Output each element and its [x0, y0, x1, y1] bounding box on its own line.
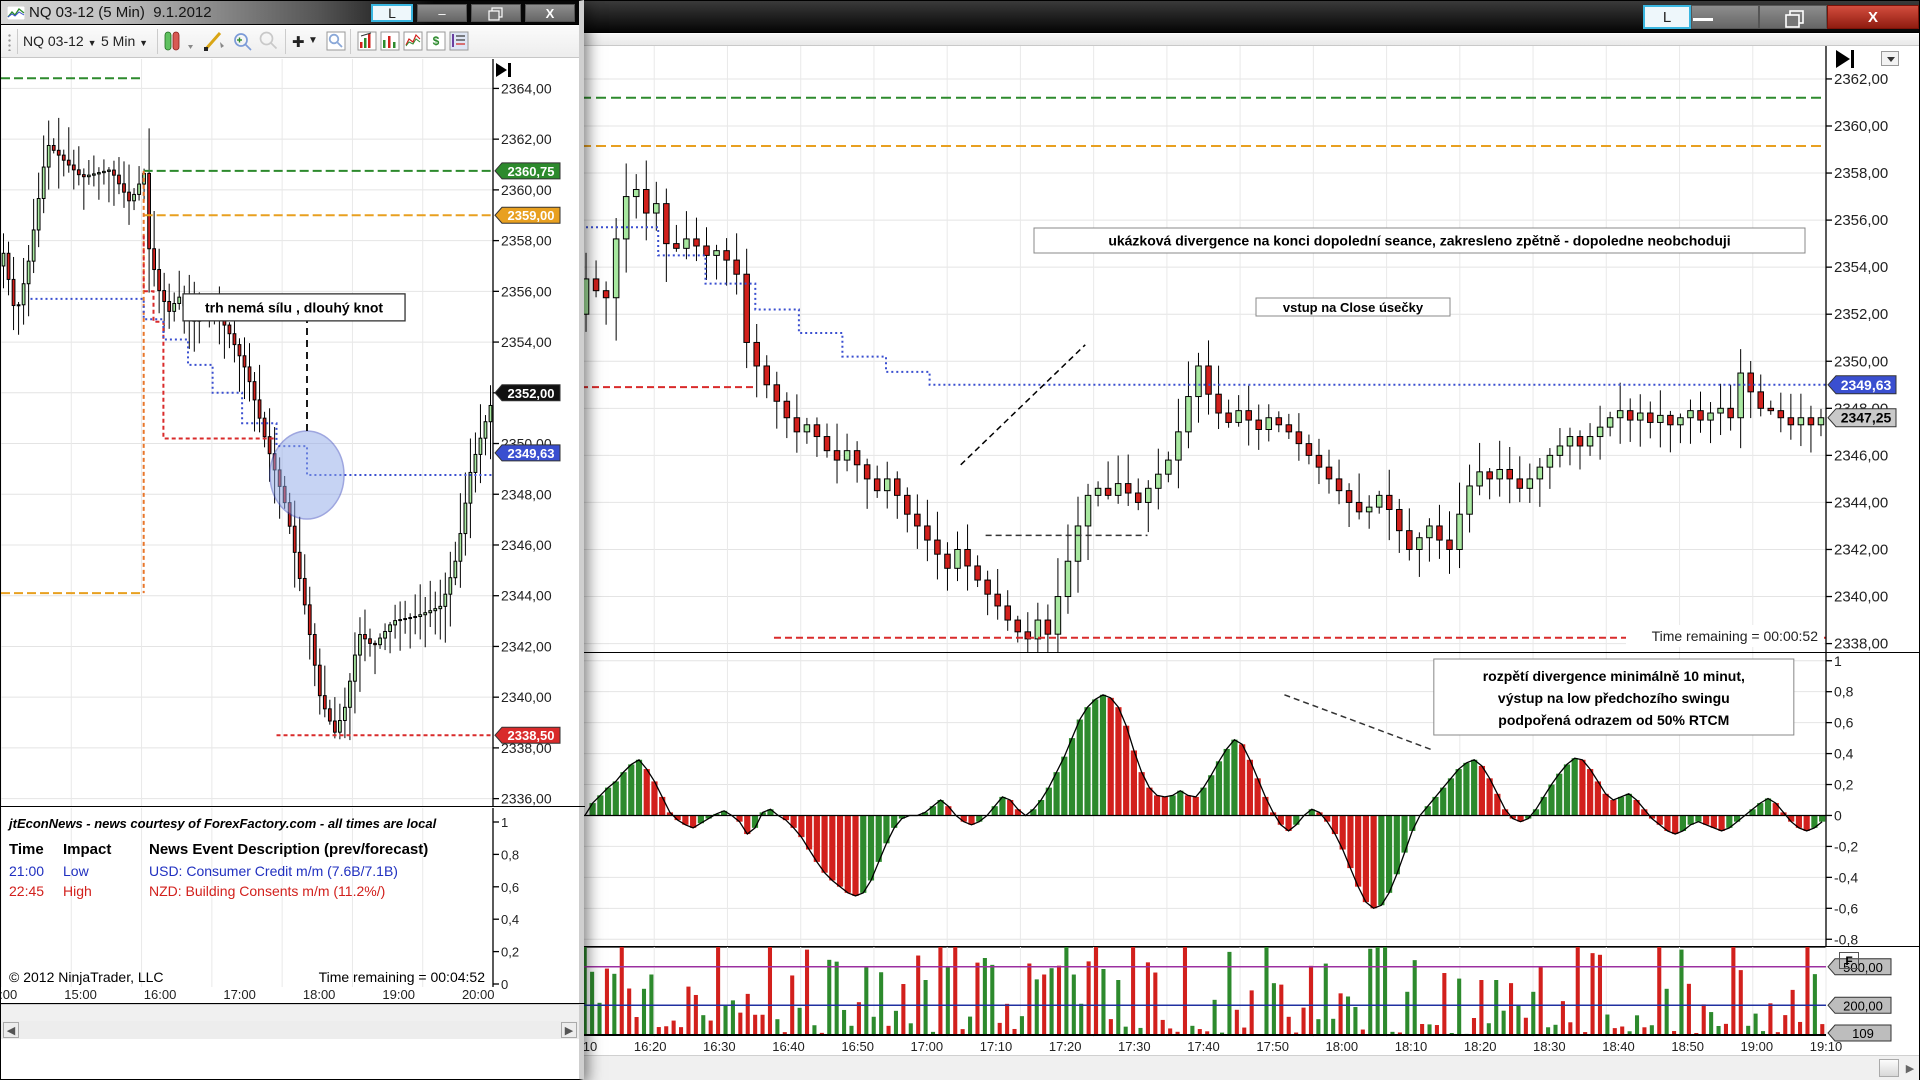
svg-text:19:10: 19:10 [1810, 1039, 1843, 1054]
svg-text:Time remaining = 00:04:52: Time remaining = 00:04:52 [319, 969, 486, 985]
svg-text:2338,00: 2338,00 [1834, 636, 1888, 653]
svg-text:2358,00: 2358,00 [1834, 165, 1888, 182]
svg-text:jtEconNews - news courtesy of: jtEconNews - news courtesy of ForexFacto… [7, 816, 437, 831]
svg-text:High: High [63, 883, 92, 899]
svg-text:0,8: 0,8 [501, 847, 519, 862]
svg-text:2336,00: 2336,00 [501, 791, 552, 807]
svg-text:15:00: 15:00 [64, 987, 97, 1002]
svg-text:2364,00: 2364,00 [501, 80, 552, 96]
svg-text:16:00: 16:00 [144, 987, 177, 1002]
svg-text:$: $ [433, 34, 440, 48]
svg-text:-0,2: -0,2 [1834, 838, 1858, 854]
svg-text:18:40: 18:40 [1602, 1039, 1635, 1054]
svg-text:18:00: 18:00 [303, 987, 336, 1002]
svg-text:2352,00: 2352,00 [508, 386, 555, 401]
svg-text:18:50: 18:50 [1671, 1039, 1704, 1054]
svg-text:výstup na low předchozího swin: výstup na low předchozího swingu [1498, 690, 1730, 706]
svg-text:17:10: 17:10 [980, 1039, 1013, 1054]
svg-text:2362,00: 2362,00 [1834, 71, 1888, 88]
svg-text:16:40: 16:40 [772, 1039, 805, 1054]
svg-text:2342,00: 2342,00 [501, 638, 552, 654]
svg-text:2349,63: 2349,63 [1841, 377, 1892, 393]
svg-text:0,6: 0,6 [501, 880, 519, 895]
svg-text:trh nemá sílu , dlouhý knot: trh nemá sílu , dlouhý knot [205, 299, 383, 315]
svg-text:Time remaining = 00:00:52: Time remaining = 00:00:52 [1652, 628, 1819, 644]
svg-text:0: 0 [1834, 807, 1842, 823]
svg-text:2360,00: 2360,00 [1834, 118, 1888, 135]
svg-text:2344,00: 2344,00 [1834, 494, 1888, 511]
svg-text:18:10: 18:10 [1395, 1039, 1428, 1054]
svg-text:16:50: 16:50 [841, 1039, 874, 1054]
svg-text:2354,00: 2354,00 [501, 334, 552, 350]
svg-text:2356,00: 2356,00 [501, 283, 552, 299]
svg-text:2362,00: 2362,00 [501, 131, 552, 147]
svg-text:NZD: Building Consents m/m (11: NZD: Building Consents m/m (11.2%/) [149, 883, 385, 899]
svg-text:17:30: 17:30 [1118, 1039, 1151, 1054]
svg-text:19:00: 19:00 [382, 987, 415, 1002]
svg-text:18:20: 18:20 [1464, 1039, 1497, 1054]
svg-text:2340,00: 2340,00 [501, 689, 552, 705]
svg-text:0,2: 0,2 [1834, 777, 1854, 793]
svg-text:0,2: 0,2 [501, 945, 519, 960]
svg-text:2349,63: 2349,63 [508, 446, 555, 461]
svg-text:0,4: 0,4 [501, 912, 519, 927]
svg-text:20:00: 20:00 [462, 987, 495, 1002]
svg-text:2354,00: 2354,00 [1834, 259, 1888, 276]
svg-text:2344,00: 2344,00 [501, 588, 552, 604]
svg-text:2346,00: 2346,00 [501, 537, 552, 553]
svg-text:vstup na Close úsečky: vstup na Close úsečky [1283, 300, 1424, 315]
svg-text:17:20: 17:20 [1049, 1039, 1082, 1054]
svg-text:News Event Description (prev/f: News Event Description (prev/forecast) [149, 841, 428, 858]
svg-text:16:20: 16:20 [634, 1039, 667, 1054]
svg-text:17:50: 17:50 [1256, 1039, 1289, 1054]
svg-text:19:00: 19:00 [1741, 1039, 1774, 1054]
svg-text:rozpětí divergence minimálně 1: rozpětí divergence minimálně 10 minut, [1483, 668, 1745, 684]
svg-text:2338,50: 2338,50 [508, 728, 555, 743]
svg-text:Time: Time [9, 841, 44, 858]
svg-text:18:00: 18:00 [1326, 1039, 1359, 1054]
svg-text:-0,8: -0,8 [1834, 931, 1858, 947]
svg-text:21:00: 21:00 [9, 863, 44, 879]
svg-text:-0,6: -0,6 [1834, 900, 1858, 916]
svg-text:17:00: 17:00 [223, 987, 256, 1002]
svg-text:0,8: 0,8 [1834, 684, 1854, 700]
svg-text:2359,00: 2359,00 [508, 208, 555, 223]
svg-text:Impact: Impact [63, 841, 111, 858]
svg-text:-0,4: -0,4 [1834, 869, 1858, 885]
svg-text:2340,00: 2340,00 [1834, 589, 1888, 606]
svg-text:14:00: 14:00 [1, 987, 17, 1002]
svg-text:2358,00: 2358,00 [501, 233, 552, 249]
svg-text:1: 1 [501, 815, 508, 830]
svg-text:podpořená odrazem od 50% RTCM: podpořená odrazem od 50% RTCM [1498, 712, 1729, 728]
svg-text:22:45: 22:45 [9, 883, 44, 899]
svg-text:© 2012 NinjaTrader, LLC: © 2012 NinjaTrader, LLC [9, 969, 164, 985]
svg-text:16:30: 16:30 [703, 1039, 736, 1054]
svg-text:2347,25: 2347,25 [1841, 410, 1892, 426]
svg-text:2360,00: 2360,00 [501, 182, 552, 198]
svg-text:USD: Consumer Credit m/m (7.6B: USD: Consumer Credit m/m (7.6B/7.1B) [149, 863, 398, 879]
svg-text:109: 109 [1852, 1026, 1874, 1041]
svg-text:200,00: 200,00 [1843, 998, 1883, 1013]
svg-text:2352,00: 2352,00 [1834, 306, 1888, 323]
svg-text:2346,00: 2346,00 [1834, 447, 1888, 464]
svg-text:17:40: 17:40 [1187, 1039, 1220, 1054]
svg-text:18:30: 18:30 [1533, 1039, 1566, 1054]
svg-text:2348,00: 2348,00 [501, 486, 552, 502]
svg-text:0,4: 0,4 [1834, 746, 1854, 762]
svg-text:2342,00: 2342,00 [1834, 541, 1888, 558]
svg-text:0,6: 0,6 [1834, 715, 1854, 731]
svg-text:ukázková divergence na konci d: ukázková divergence na konci dopolední s… [1108, 233, 1730, 249]
svg-text:17:00: 17:00 [911, 1039, 944, 1054]
svg-text:Low: Low [63, 863, 90, 879]
svg-text:2350,00: 2350,00 [1834, 353, 1888, 370]
svg-text:2360,75: 2360,75 [508, 164, 555, 179]
svg-text:0: 0 [501, 977, 508, 992]
svg-text:2356,00: 2356,00 [1834, 212, 1888, 229]
svg-text:1: 1 [1834, 653, 1842, 669]
